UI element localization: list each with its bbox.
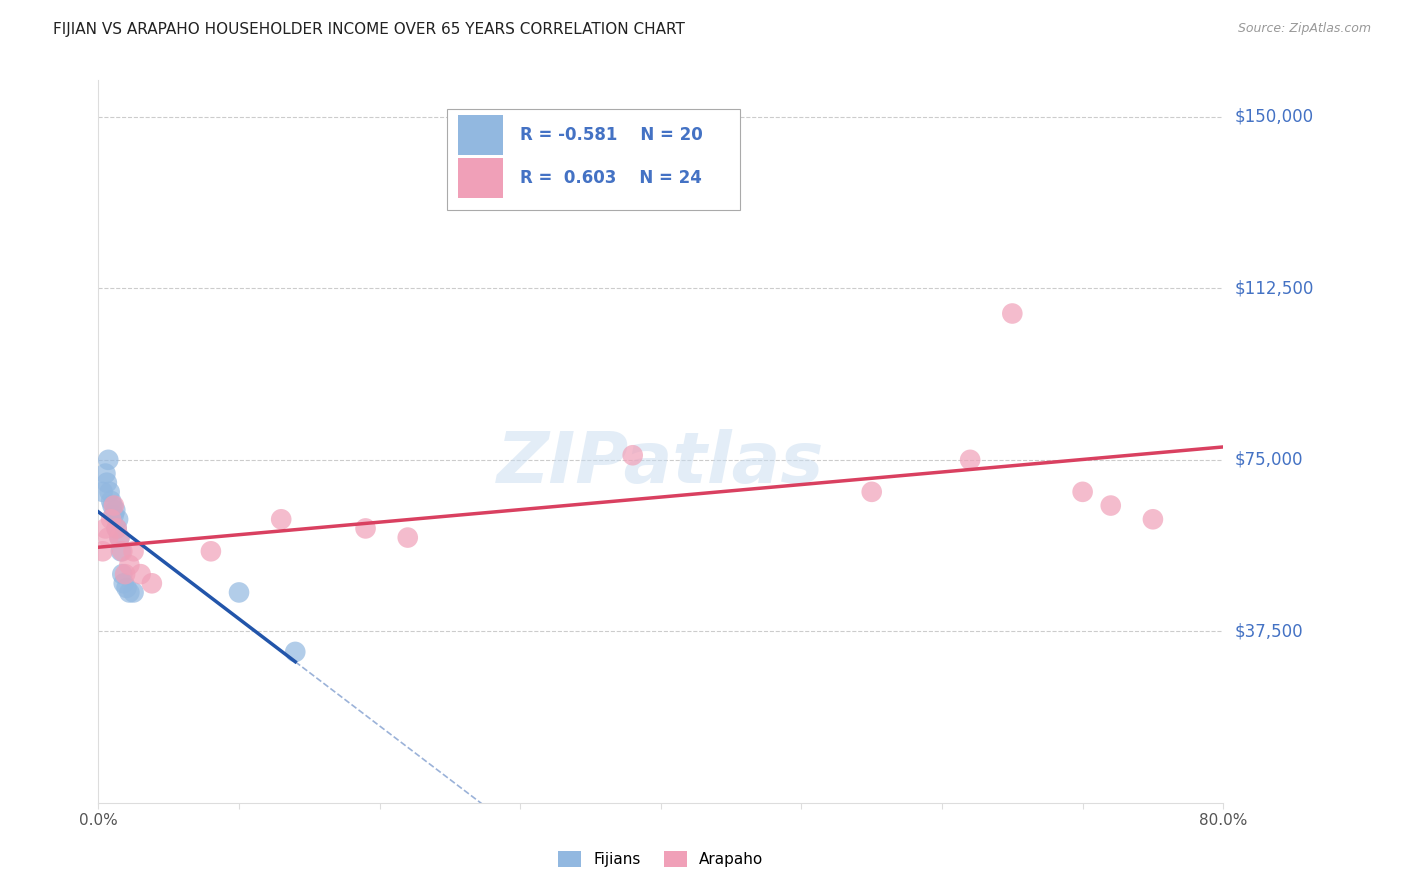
- Text: $150,000: $150,000: [1234, 108, 1313, 126]
- FancyBboxPatch shape: [447, 109, 740, 211]
- Point: [104, 503, 127, 517]
- Point: [111, 544, 134, 558]
- Point: [1142, 512, 1164, 526]
- Point: [112, 576, 135, 591]
- Point: [111, 567, 134, 582]
- Point: [122, 544, 145, 558]
- Point: [91, 544, 114, 558]
- Point: [98, 484, 121, 499]
- Point: [396, 531, 419, 545]
- Point: [1071, 484, 1094, 499]
- Point: [103, 508, 125, 522]
- Point: [1001, 306, 1024, 320]
- Point: [91, 484, 114, 499]
- Text: R = -0.581    N = 20: R = -0.581 N = 20: [520, 126, 703, 144]
- Point: [200, 544, 222, 558]
- Text: ZIPatlas: ZIPatlas: [498, 429, 824, 498]
- Point: [101, 499, 124, 513]
- Point: [228, 585, 250, 599]
- Text: $37,500: $37,500: [1234, 623, 1303, 640]
- FancyBboxPatch shape: [458, 159, 503, 198]
- Point: [96, 475, 118, 490]
- Point: [860, 484, 883, 499]
- Text: $75,000: $75,000: [1234, 450, 1303, 469]
- Point: [97, 531, 120, 545]
- FancyBboxPatch shape: [458, 115, 503, 154]
- Point: [129, 567, 152, 582]
- Point: [1099, 499, 1122, 513]
- Point: [103, 499, 125, 513]
- Point: [105, 521, 128, 535]
- Legend: Fijians, Arapaho: Fijians, Arapaho: [558, 852, 763, 867]
- Point: [114, 567, 136, 582]
- Text: Source: ZipAtlas.com: Source: ZipAtlas.com: [1237, 22, 1371, 36]
- Point: [94, 467, 117, 481]
- Point: [141, 576, 163, 591]
- Point: [107, 512, 129, 526]
- Point: [284, 645, 307, 659]
- Point: [108, 531, 131, 545]
- Point: [100, 494, 122, 508]
- Point: [105, 521, 128, 535]
- Point: [122, 585, 145, 599]
- Point: [94, 521, 117, 535]
- Point: [115, 581, 138, 595]
- Point: [108, 531, 131, 545]
- Point: [100, 512, 122, 526]
- Point: [621, 448, 644, 462]
- Point: [110, 544, 132, 558]
- Point: [118, 558, 141, 572]
- Text: $112,500: $112,500: [1234, 279, 1313, 297]
- Text: R =  0.603    N = 24: R = 0.603 N = 24: [520, 169, 702, 187]
- Point: [118, 585, 141, 599]
- Point: [270, 512, 292, 526]
- Point: [959, 453, 981, 467]
- Text: FIJIAN VS ARAPAHO HOUSEHOLDER INCOME OVER 65 YEARS CORRELATION CHART: FIJIAN VS ARAPAHO HOUSEHOLDER INCOME OVE…: [53, 22, 685, 37]
- Point: [354, 521, 377, 535]
- Point: [97, 453, 120, 467]
